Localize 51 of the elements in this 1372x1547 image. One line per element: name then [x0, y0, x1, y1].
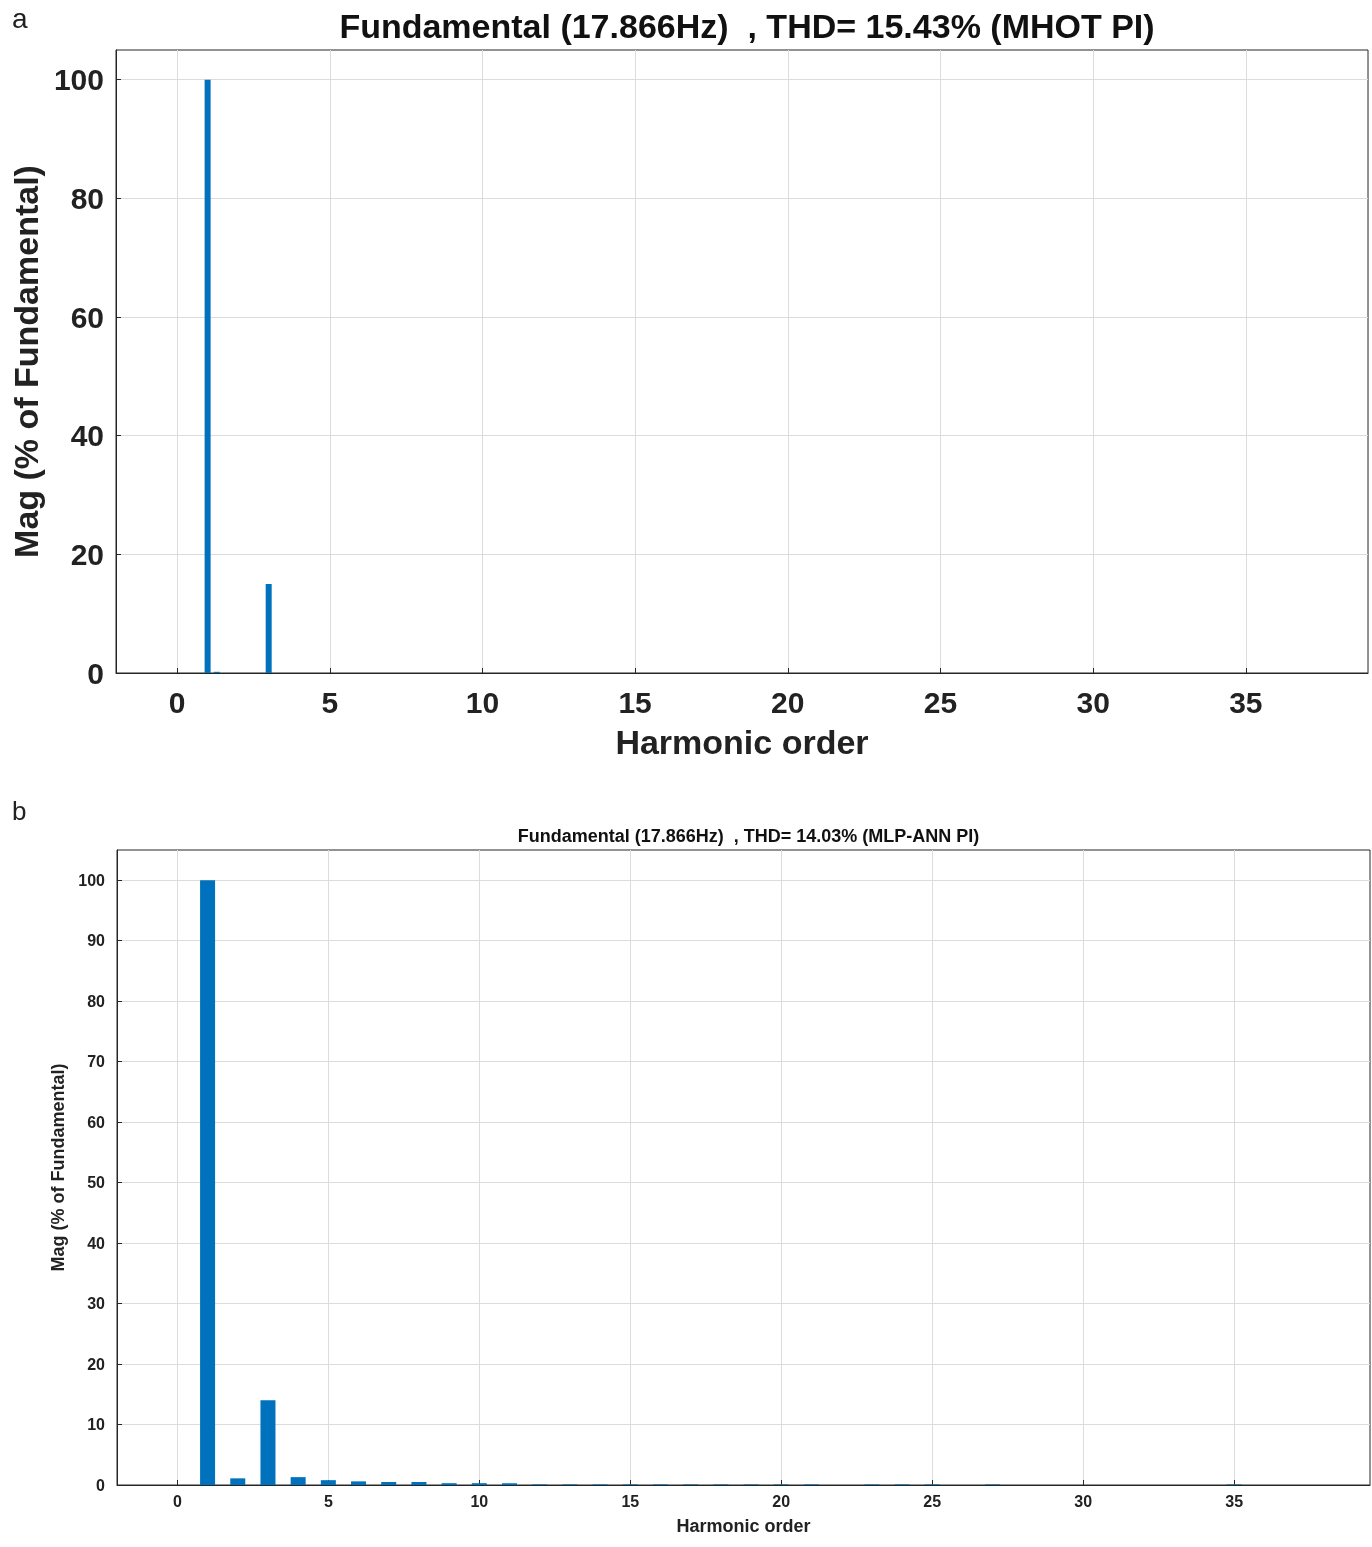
- bar: [351, 1481, 367, 1485]
- bar: [260, 1400, 276, 1485]
- x-tick-label: 30: [1074, 1492, 1093, 1510]
- y-tick-label: 0: [96, 1476, 106, 1494]
- bar: [200, 880, 216, 1485]
- x-tick-label: 20: [772, 1492, 791, 1510]
- x-axis-title: Harmonic order: [676, 1516, 811, 1536]
- y-tick-label: 0: [87, 656, 104, 690]
- x-tick-label: 10: [470, 1492, 489, 1510]
- x-tick-label: 20: [771, 685, 805, 719]
- y-tick-label: 100: [78, 871, 106, 889]
- x-tick-label: 0: [168, 685, 186, 719]
- bar: [411, 1481, 427, 1485]
- y-tick-label: 40: [70, 419, 104, 453]
- y-tick-label: 20: [70, 537, 104, 571]
- x-tick-label: 5: [321, 685, 339, 719]
- bar: [265, 584, 272, 673]
- x-tick-label: 10: [465, 685, 500, 719]
- y-tick-label: 80: [87, 992, 106, 1010]
- y-tick-label: 10: [87, 1416, 106, 1434]
- bar: [320, 1480, 336, 1485]
- x-tick-label: 25: [923, 1492, 942, 1510]
- x-tick-label: 25: [923, 685, 958, 719]
- y-tick-label: 60: [87, 1113, 106, 1131]
- bar: [381, 1481, 397, 1485]
- y-tick-label: 80: [70, 181, 104, 215]
- x-tick-label: 5: [323, 1492, 333, 1510]
- bar: [204, 79, 211, 673]
- x-tick-label: 15: [618, 685, 652, 719]
- y-tick-label: 70: [87, 1053, 106, 1071]
- y-tick-label: 20: [87, 1355, 106, 1373]
- text: b: [12, 796, 27, 826]
- y-tick-label: 50: [87, 1174, 106, 1192]
- x-tick-label: 35: [1225, 1492, 1244, 1510]
- chart-title: Fundamental (17.866Hz) , THD= 14.03% (MLP-ANN PI): [517, 826, 980, 846]
- y-axis-title: Mag (% of Fundamental): [7, 165, 46, 558]
- x-tick-label: 15: [621, 1492, 640, 1510]
- y-tick-label: 40: [87, 1234, 106, 1252]
- text: a: [12, 2, 28, 34]
- x-tick-label: 0: [172, 1492, 182, 1510]
- bar: [230, 1478, 246, 1485]
- x-tick-label: 35: [1229, 685, 1263, 719]
- y-tick-label: 90: [87, 932, 106, 950]
- x-axis-title: Harmonic order: [615, 723, 869, 761]
- y-axis-title: Mag (% of Fundamental): [48, 1063, 68, 1272]
- bar: [290, 1477, 306, 1485]
- y-tick-label: 100: [53, 63, 104, 97]
- x-tick-label: 30: [1076, 685, 1110, 719]
- y-tick-label: 60: [70, 300, 104, 334]
- chart-title: Fundamental (17.866Hz) , THD= 15.43% (MHOT PI): [339, 7, 1155, 45]
- y-tick-label: 30: [87, 1295, 106, 1313]
